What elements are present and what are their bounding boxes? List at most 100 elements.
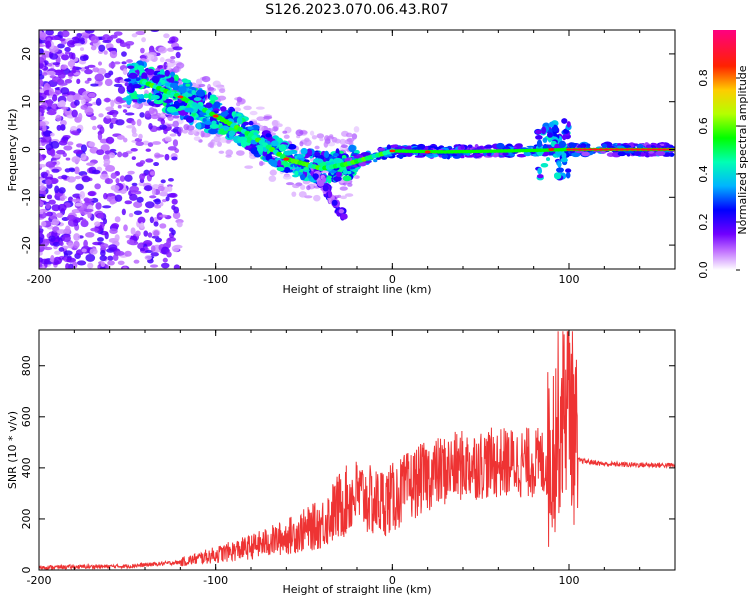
heatmap-cell (151, 187, 156, 196)
heatmap-cell (608, 148, 615, 151)
heatmap-cell (124, 174, 133, 182)
heatmap-cell (88, 141, 96, 147)
heatmap-cell (169, 227, 174, 232)
heatmap-cell (176, 62, 185, 69)
heatmap-cell (90, 45, 97, 51)
heatmap-cell (51, 168, 60, 173)
heatmap-cell (68, 51, 74, 59)
heatmap-cell (162, 257, 168, 263)
heatmap-cell (300, 184, 306, 190)
heatmap-cell (133, 259, 140, 264)
heatmap-cell (166, 61, 175, 68)
heatmap-cell (95, 202, 102, 210)
heatmap-cell (67, 72, 74, 77)
heatmap-cell (173, 74, 179, 82)
heatmap-cell (87, 77, 92, 82)
snr-panel: -200 -100 0 100 0 200 400 600 800 Height of str… (6, 329, 676, 596)
heatmap-cell (561, 118, 568, 124)
heatmap-cell (128, 72, 138, 79)
heatmap-cell (558, 140, 567, 149)
heatmap-cell (161, 262, 170, 269)
heatmap-cell (39, 79, 44, 87)
heatmap-cell (146, 68, 155, 76)
heatmap-cell (113, 31, 123, 36)
heatmap-cell (126, 239, 135, 245)
heatmap-cell (72, 209, 79, 213)
heatmap-cell (314, 158, 324, 164)
heatmap-cell (85, 253, 96, 262)
heatmap-cell (159, 214, 168, 218)
colorbar-tick-label: 0.2 (697, 213, 710, 231)
heatmap-cell (655, 150, 666, 156)
heatmap-cell (144, 110, 151, 118)
heatmap-cell (100, 249, 106, 257)
heatmap-cell (84, 66, 90, 70)
heatmap-cell (592, 148, 599, 151)
heatmap-cell (91, 169, 101, 174)
heatmap-cell (475, 153, 485, 157)
heatmap-cell (159, 191, 169, 197)
heatmap-cell (90, 115, 97, 121)
snr-y-label: SNR (10 * v/v) (6, 411, 19, 489)
heatmap-cell (103, 158, 111, 166)
heatmap-cell (102, 205, 112, 209)
snr-y-tick-label: 0 (20, 567, 33, 574)
heatmap-cell (268, 175, 277, 182)
heatmap-cell (170, 55, 176, 60)
heatmap-cell (314, 152, 321, 156)
heatmap-cell (65, 157, 71, 161)
snr-y-ticks: 0 200 400 600 800 (20, 355, 675, 574)
heatmap-cell (48, 199, 56, 205)
heatmap-cell (240, 139, 247, 148)
heatmap-cell (90, 83, 99, 87)
heatmap-cell (119, 175, 126, 182)
heatmap-cell (323, 150, 330, 159)
heatmap-cell (49, 148, 56, 157)
heatmap-cell (61, 106, 69, 110)
heatmap-cell (165, 196, 170, 202)
heatmap-cell (100, 144, 110, 152)
heatmap-cell (55, 114, 62, 122)
heatmap-cell (53, 256, 63, 265)
heatmap-cell (45, 30, 54, 36)
heatmap-cell (277, 123, 283, 128)
spectrogram-x-ticks: -200 -100 0 100 (27, 30, 676, 286)
heatmap-cell (39, 185, 47, 192)
heatmap-cell (113, 83, 123, 88)
heatmap-cell (323, 141, 329, 148)
heatmap-cell (172, 120, 179, 128)
heatmap-cell (131, 156, 136, 161)
heatmap-cell (255, 106, 265, 110)
heatmap-cell (339, 138, 347, 146)
heatmap-cell (122, 137, 128, 143)
heatmap-cell (306, 185, 311, 191)
heatmap-cell (43, 246, 53, 251)
heatmap-cell (304, 137, 310, 143)
heatmap-cell (168, 77, 174, 85)
heatmap-cell (138, 98, 147, 103)
heatmap-cell (83, 208, 94, 213)
heatmap-cell (340, 144, 348, 149)
heatmap-cell (541, 126, 547, 135)
heatmap-cell (263, 115, 273, 120)
heatmap-cell (209, 141, 214, 148)
heatmap-cell (324, 135, 330, 142)
heatmap-cell (167, 115, 174, 121)
heatmap-cell (526, 145, 535, 148)
heatmap-cell (346, 137, 355, 143)
heatmap-cell (536, 174, 544, 179)
heatmap-cell (335, 171, 343, 178)
heatmap-cell (83, 197, 90, 203)
heatmap-cell (58, 187, 66, 194)
heatmap-cell (81, 218, 87, 225)
heatmap-cell (562, 134, 567, 141)
heatmap-cell (40, 258, 50, 265)
heatmap-cell (58, 247, 65, 252)
heatmap-cell (127, 170, 135, 175)
heatmap-cell (135, 230, 141, 237)
heatmap-cell (39, 32, 47, 41)
heatmap-cell (127, 65, 135, 69)
heatmap-cell (161, 199, 167, 203)
heatmap-cell (283, 134, 290, 139)
heatmap-cell (650, 145, 655, 148)
